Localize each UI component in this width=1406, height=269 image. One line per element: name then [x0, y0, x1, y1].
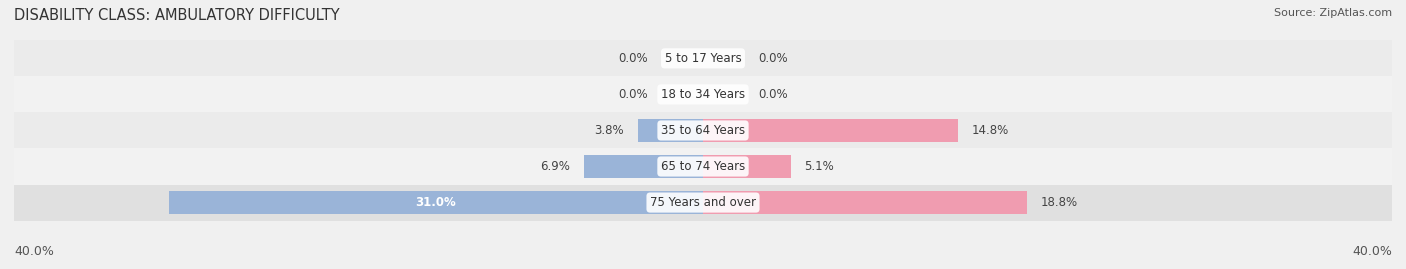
Bar — [637, 119, 703, 142]
Text: Source: ZipAtlas.com: Source: ZipAtlas.com — [1274, 8, 1392, 18]
Text: 6.9%: 6.9% — [540, 160, 571, 173]
Text: 35 to 64 Years: 35 to 64 Years — [661, 124, 745, 137]
Text: 14.8%: 14.8% — [972, 124, 1010, 137]
Text: 0.0%: 0.0% — [619, 52, 648, 65]
Text: 3.8%: 3.8% — [595, 124, 624, 137]
Bar — [14, 185, 1392, 221]
Text: 18 to 34 Years: 18 to 34 Years — [661, 88, 745, 101]
Bar — [703, 191, 1026, 214]
Text: 65 to 74 Years: 65 to 74 Years — [661, 160, 745, 173]
Text: 40.0%: 40.0% — [1353, 245, 1392, 258]
Bar — [14, 76, 1392, 112]
Bar — [703, 119, 957, 142]
Text: 0.0%: 0.0% — [758, 52, 787, 65]
Text: 5.1%: 5.1% — [804, 160, 834, 173]
Text: 5 to 17 Years: 5 to 17 Years — [665, 52, 741, 65]
Bar — [169, 191, 703, 214]
Text: 0.0%: 0.0% — [619, 88, 648, 101]
Bar — [583, 155, 703, 178]
Text: DISABILITY CLASS: AMBULATORY DIFFICULTY: DISABILITY CLASS: AMBULATORY DIFFICULTY — [14, 8, 340, 23]
Text: 31.0%: 31.0% — [416, 196, 457, 209]
Bar — [703, 155, 790, 178]
Text: 75 Years and over: 75 Years and over — [650, 196, 756, 209]
Text: 18.8%: 18.8% — [1040, 196, 1078, 209]
Bar — [14, 112, 1392, 148]
Text: 0.0%: 0.0% — [758, 88, 787, 101]
Bar — [14, 148, 1392, 185]
Bar — [14, 40, 1392, 76]
Text: 40.0%: 40.0% — [14, 245, 53, 258]
